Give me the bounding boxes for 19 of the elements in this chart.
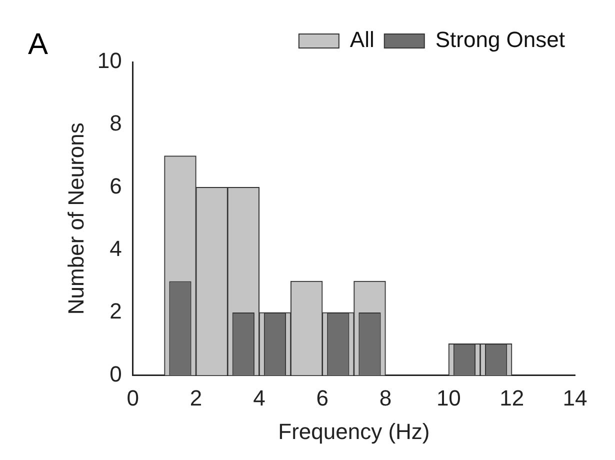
y-tick-label: 2 bbox=[110, 298, 122, 324]
y-tick-label: 4 bbox=[110, 236, 122, 261]
y-tick-label: 0 bbox=[110, 361, 122, 386]
x-tick-label: 14 bbox=[562, 385, 588, 410]
x-tick-label: 12 bbox=[500, 385, 524, 410]
x-tick-label: 2 bbox=[190, 385, 202, 410]
y-tick-label: 6 bbox=[110, 173, 122, 198]
legend-label: All bbox=[350, 27, 374, 52]
y-tick-label: 10 bbox=[97, 48, 122, 74]
x-tick-label: 0 bbox=[126, 385, 139, 410]
y-tick-label: 8 bbox=[110, 110, 122, 136]
y-axis-title: Number of Neurons bbox=[63, 122, 88, 315]
x-tick-label: 8 bbox=[379, 385, 392, 410]
x-tick-label: 10 bbox=[436, 385, 461, 410]
x-axis-title: Frequency (Hz) bbox=[278, 418, 430, 444]
x-tick-label: 4 bbox=[253, 385, 266, 410]
x-tick-label: 6 bbox=[316, 385, 328, 410]
text: A bbox=[28, 28, 48, 62]
legend-label: Strong Onset bbox=[435, 27, 566, 52]
